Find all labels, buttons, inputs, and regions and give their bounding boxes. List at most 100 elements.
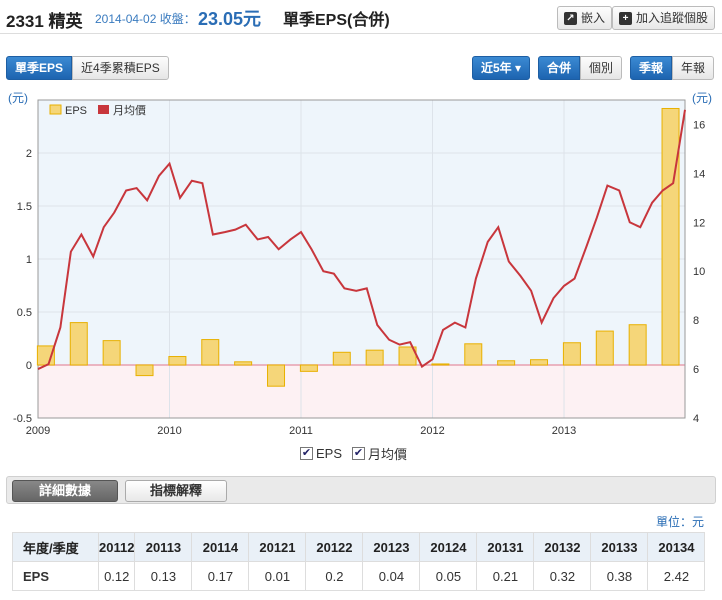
header: 2331 精英 2014-04-02 收盤： 23.05元 單季EPS(合併) …	[0, 0, 722, 34]
eps-bar	[595, 330, 614, 366]
plus-icon: +	[619, 11, 632, 25]
tab-detail-data[interactable]: 詳細數據	[12, 480, 118, 502]
range-select: 近5年 ▾	[472, 56, 531, 80]
table-col-header: 20123	[362, 532, 421, 562]
legend-swatch-price	[98, 105, 109, 114]
eps-bar	[365, 349, 384, 366]
eps-bar	[661, 107, 680, 366]
left-tick-label: 1.5	[17, 201, 32, 213]
unit-label: 單位：元	[655, 515, 704, 529]
table-cell: 0.01	[248, 561, 307, 591]
right-unit-label: (元)	[692, 91, 712, 105]
legend-label-price: 月均價	[113, 103, 146, 117]
tab-cumulative-eps[interactable]: 近4季累積EPS	[72, 56, 169, 80]
right-tick-label: 14	[693, 168, 705, 180]
legend-label-eps: EPS	[65, 105, 87, 117]
positive-area	[38, 100, 685, 365]
stock-code-name[interactable]: 2331 精英	[6, 12, 83, 31]
left-tick-label: 0	[26, 360, 32, 372]
eps-bar	[464, 343, 483, 366]
table-cell: 0.2	[305, 561, 364, 591]
right-tick-label: 12	[693, 217, 705, 229]
eps-bar	[168, 356, 187, 366]
toggle-eps[interactable]: ✔ EPS	[300, 444, 342, 463]
eps-bar	[102, 340, 121, 366]
table-cell: 0.38	[590, 561, 649, 591]
table-col-header: 20112	[97, 532, 136, 562]
table-cell: 0.13	[134, 561, 193, 591]
left-tick-label: -0.5	[13, 413, 32, 425]
table-col-header: 20134	[647, 532, 706, 562]
range-label: 近5年	[481, 61, 512, 75]
eps-type-tabs: 單季EPS 近4季累積EPS	[6, 56, 169, 80]
table-row: EPS 0.12 0.13 0.17 0.01 0.2 0.04 0.05 0.21 0.32 0…	[12, 561, 706, 591]
price-line	[37, 109, 686, 370]
table-col-header: 20114	[191, 532, 250, 562]
close-price: 23.05元	[198, 9, 262, 29]
right-tick-label: 16	[693, 119, 705, 131]
data-tabs: 詳細數據 指標解釋	[6, 476, 716, 504]
table-cell: 0.32	[533, 561, 592, 591]
right-tick-label: 8	[693, 315, 699, 327]
period-tabs: 季報 年報	[630, 56, 715, 80]
page-title: 單季EPS(合併)	[283, 12, 390, 29]
eps-bar	[332, 351, 351, 366]
tab-quarter-eps[interactable]: 單季EPS	[6, 56, 73, 80]
add-track-label: 加入追蹤個股	[636, 11, 709, 25]
add-track-button[interactable]: + 加入追蹤個股	[612, 6, 716, 30]
x-tick-label: 2010	[157, 425, 181, 437]
eps-bar	[431, 363, 450, 366]
eps-bar	[69, 322, 88, 366]
negative-area	[38, 365, 685, 418]
eps-bar	[497, 360, 516, 366]
left-tick-label: 2	[26, 148, 32, 160]
x-tick-label: 2013	[552, 425, 576, 437]
row-header-label: 年度/季度	[12, 532, 99, 562]
eps-chart: -0.5 0 0.5 1 1.5 2 4 6 8 10 12 14 16 2009 2010 2011 2012…	[8, 91, 712, 437]
table-cell: 0.05	[419, 561, 478, 591]
tab-annual[interactable]: 年報	[672, 56, 715, 80]
left-unit-label: (元)	[8, 91, 28, 105]
right-tick-label: 6	[693, 364, 699, 376]
toggle-eps-label: EPS	[316, 446, 343, 461]
eps-bar	[135, 364, 154, 377]
plot-frame	[37, 99, 686, 419]
row-label-eps: EPS	[12, 561, 99, 591]
eps-bar	[299, 364, 318, 372]
eps-bar	[234, 361, 253, 366]
table-col-header: 20133	[590, 532, 649, 562]
table-col-header: 20124	[419, 532, 478, 562]
close-date-label: 2014-04-02 收盤：	[95, 12, 196, 26]
range-dropdown[interactable]: 近5年 ▾	[472, 56, 531, 80]
tab-consolidated[interactable]: 合併	[538, 56, 581, 80]
tab-indicator-explain[interactable]: 指標解釋	[125, 480, 227, 502]
checkbox-eps[interactable]: ✔	[300, 447, 313, 460]
x-tick-label: 2012	[420, 425, 444, 437]
toggle-price[interactable]: ✔ 月均價	[352, 444, 407, 463]
table-cell: 0.04	[362, 561, 421, 591]
table-cell: 2.42	[647, 561, 706, 591]
chevron-down-icon: ▾	[515, 61, 522, 75]
table-col-header: 20122	[305, 532, 364, 562]
checkbox-price[interactable]: ✔	[352, 447, 366, 460]
legend: EPS 月均價	[49, 103, 146, 117]
x-tick-label: 2009	[26, 425, 50, 437]
left-tick-label: 0.5	[17, 307, 32, 319]
eps-bar	[628, 324, 647, 366]
eps-table: 年度/季度 20112 20113 20114 20121 20122 20123 2012…	[12, 532, 706, 591]
table-cell: 0.17	[191, 561, 250, 591]
legend-swatch-eps	[49, 104, 62, 115]
eps-bar	[562, 342, 581, 366]
table-col-header: 20113	[134, 532, 193, 562]
embed-button[interactable]: ↗ 嵌入	[557, 6, 613, 30]
series-toggles: ✔ EPS ✔ 月均價	[300, 444, 407, 463]
table-col-header: 20131	[476, 532, 535, 562]
table-cell: 0.21	[476, 561, 535, 591]
tab-individual[interactable]: 個別	[580, 56, 623, 80]
tab-quarterly[interactable]: 季報	[630, 56, 673, 80]
x-tick-label: 2011	[289, 425, 313, 437]
toggle-price-label: 月均價	[368, 447, 408, 462]
table-header-row: 年度/季度 20112 20113 20114 20121 20122 20123 2012…	[12, 532, 706, 562]
table-col-header: 20121	[248, 532, 307, 562]
eps-bar	[267, 364, 286, 387]
